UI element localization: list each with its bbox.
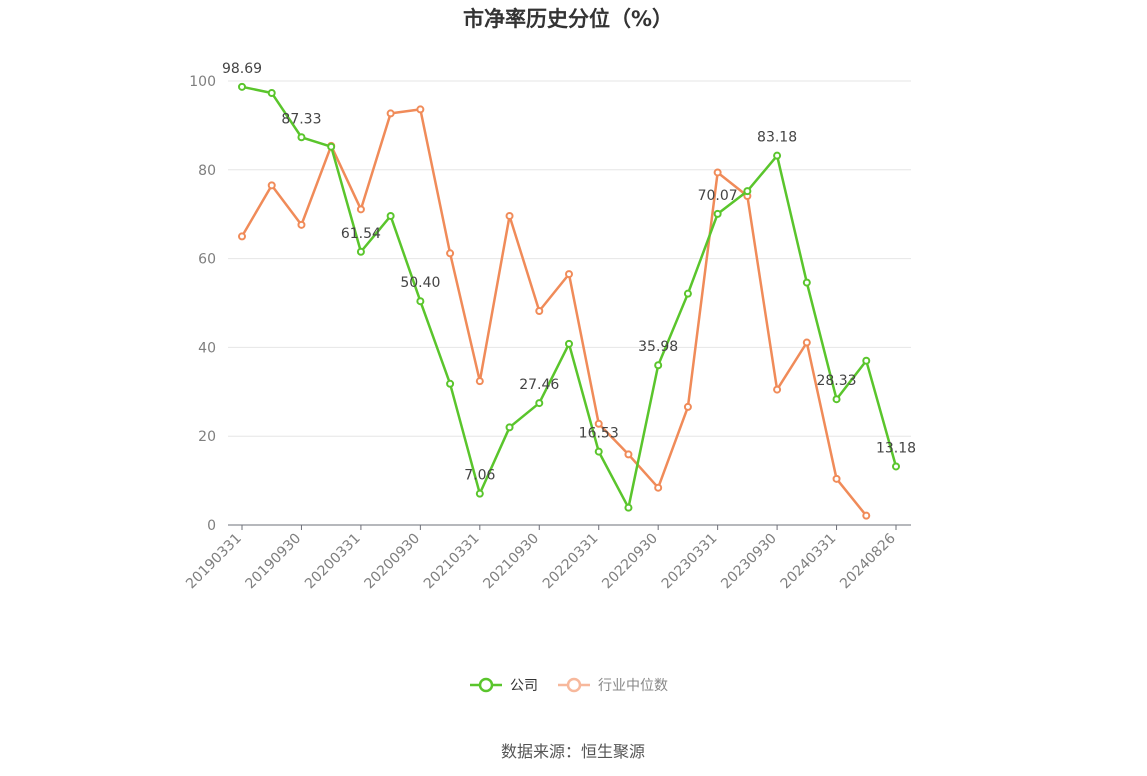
legend-item-company[interactable]: 公司 bbox=[470, 677, 538, 694]
data-point bbox=[565, 270, 573, 279]
y-axis: 0 20 40 60 80 100 bbox=[189, 74, 216, 534]
data-point bbox=[505, 211, 514, 220]
data-point bbox=[624, 450, 633, 459]
data-point bbox=[386, 211, 395, 220]
data-point bbox=[535, 399, 544, 408]
data-point bbox=[297, 133, 306, 142]
series-line bbox=[241, 85, 898, 509]
data-point bbox=[267, 88, 276, 97]
data-label: 87.33 bbox=[281, 111, 321, 127]
data-point bbox=[802, 278, 811, 287]
data-point bbox=[743, 187, 752, 196]
data-point bbox=[535, 306, 544, 315]
data-point bbox=[802, 338, 811, 347]
legend-industry-marker bbox=[566, 677, 582, 693]
data-label: 61.54 bbox=[341, 226, 381, 242]
data-point bbox=[862, 511, 871, 520]
data-label: 16.53 bbox=[579, 426, 619, 442]
x-tick-label: 20200331 bbox=[302, 531, 364, 593]
data-point bbox=[594, 447, 603, 456]
data-point bbox=[624, 503, 633, 512]
x-axis: 2019033120190930202003312020093020210331… bbox=[183, 524, 911, 593]
data-point bbox=[832, 474, 841, 483]
data-point bbox=[773, 385, 782, 394]
data-point bbox=[267, 181, 276, 190]
legend-industry-label: 行业中位数 bbox=[598, 678, 668, 694]
x-tick-label: 20230331 bbox=[659, 531, 721, 593]
x-tick-label: 20220930 bbox=[599, 531, 661, 593]
legend: 公司 行业中位数 bbox=[470, 677, 668, 694]
data-point bbox=[654, 361, 663, 370]
y-tick-label: 60 bbox=[198, 252, 216, 268]
series-company bbox=[238, 82, 900, 512]
legend-company-label: 公司 bbox=[510, 678, 538, 694]
data-point bbox=[773, 151, 782, 160]
data-label: 50.40 bbox=[400, 275, 440, 291]
series-line bbox=[240, 108, 868, 517]
data-point bbox=[416, 297, 425, 306]
data-point bbox=[416, 105, 425, 114]
data-point bbox=[446, 249, 455, 258]
data-point bbox=[713, 209, 722, 218]
x-tick-label: 20210930 bbox=[480, 531, 542, 593]
data-point bbox=[683, 402, 692, 411]
data-label: 7.06 bbox=[464, 468, 495, 484]
data-label: 70.07 bbox=[698, 188, 738, 204]
data-point bbox=[356, 205, 365, 214]
data-labels: 98.69 87.33 61.54 50.40 7.06 27.46 16.53 35.98 7… bbox=[222, 61, 916, 484]
y-tick-label: 80 bbox=[198, 163, 216, 179]
data-point bbox=[832, 395, 841, 404]
source-note: 数据来源：恒生聚源 bbox=[501, 742, 645, 761]
series-industry bbox=[238, 105, 871, 520]
data-point bbox=[654, 483, 663, 492]
x-tick-label: 20190331 bbox=[183, 531, 245, 593]
data-point bbox=[475, 489, 484, 498]
data-label: 83.18 bbox=[757, 130, 797, 146]
data-point bbox=[862, 356, 871, 365]
data-point bbox=[683, 289, 692, 298]
series-layer bbox=[238, 82, 900, 520]
x-tick-label: 20200930 bbox=[361, 531, 423, 593]
data-point bbox=[505, 423, 514, 432]
data-point bbox=[565, 339, 573, 348]
x-tick-label: 20210331 bbox=[421, 531, 483, 593]
x-tick-label: 20240826 bbox=[837, 530, 899, 592]
data-point bbox=[386, 109, 395, 118]
data-point bbox=[356, 247, 365, 256]
y-tick-label: 100 bbox=[189, 74, 216, 90]
data-point bbox=[892, 462, 900, 471]
data-label: 35.98 bbox=[638, 339, 678, 355]
data-point bbox=[713, 168, 722, 177]
x-tick-label: 20220331 bbox=[540, 531, 602, 593]
legend-company-marker bbox=[478, 677, 494, 693]
data-point bbox=[238, 82, 246, 91]
data-point bbox=[238, 232, 246, 241]
chart-title: 市净率历史分位（%） bbox=[463, 7, 673, 31]
data-point bbox=[297, 220, 306, 229]
data-label: 13.18 bbox=[876, 440, 916, 456]
data-point bbox=[446, 379, 455, 388]
data-point bbox=[594, 419, 603, 428]
grid-lines bbox=[228, 80, 911, 437]
x-tick-label: 20230930 bbox=[718, 531, 780, 593]
y-tick-label: 20 bbox=[198, 429, 216, 445]
data-point bbox=[327, 142, 336, 151]
y-tick-label: 40 bbox=[198, 340, 216, 356]
legend-item-industry[interactable]: 行业中位数 bbox=[558, 677, 668, 694]
y-tick-label: 0 bbox=[207, 518, 216, 534]
data-label: 28.33 bbox=[816, 373, 856, 389]
data-label: 27.46 bbox=[519, 377, 559, 393]
x-tick-label: 20190930 bbox=[243, 531, 305, 593]
data-label: 98.69 bbox=[222, 61, 262, 77]
data-point bbox=[475, 377, 484, 386]
x-tick-label: 20240331 bbox=[778, 531, 840, 593]
